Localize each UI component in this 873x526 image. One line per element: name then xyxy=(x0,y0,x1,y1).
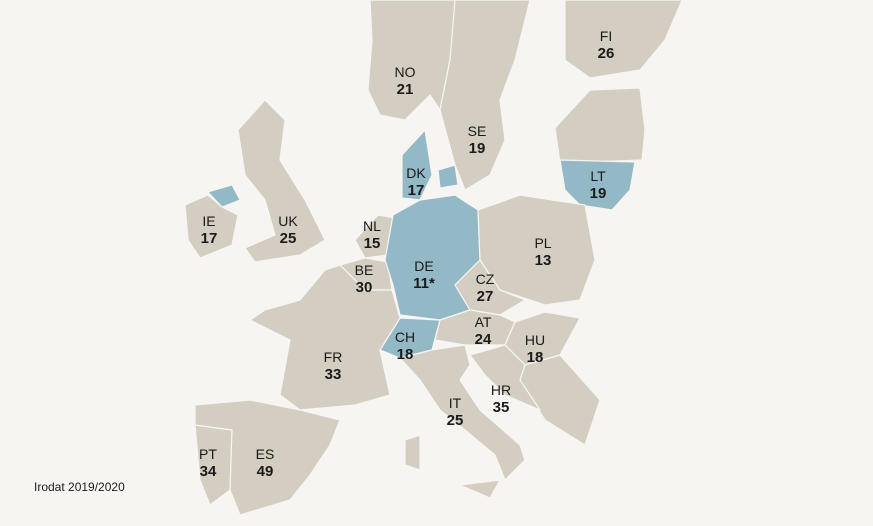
country-value: 27 xyxy=(477,288,494,305)
country-code: HU xyxy=(525,332,545,348)
country-shape xyxy=(249,264,401,411)
country-value: 17 xyxy=(408,182,425,199)
country-shape xyxy=(439,0,531,191)
country-value: 26 xyxy=(598,45,615,62)
country-value: 15 xyxy=(364,235,381,252)
country-code: LT xyxy=(590,168,606,184)
country-code: PL xyxy=(534,235,551,251)
country-value: 17 xyxy=(201,230,218,247)
country-value: 13 xyxy=(535,252,552,269)
country-value: 25 xyxy=(447,412,464,429)
country-shape xyxy=(477,194,596,306)
country-value: 34 xyxy=(200,463,217,480)
country-code: CZ xyxy=(476,271,495,287)
country-code: IE xyxy=(202,213,215,229)
country-shape xyxy=(399,344,526,481)
land xyxy=(554,87,646,164)
country-value: 30 xyxy=(356,279,373,296)
country-code: DK xyxy=(406,165,426,181)
land xyxy=(459,479,501,499)
country-value: 18 xyxy=(527,349,544,366)
labels: NO21SE19FI26DK17LT19IE17UK25NL15BE30DE11… xyxy=(199,28,614,480)
country-code: DE xyxy=(414,258,433,274)
country-value: 11* xyxy=(413,275,435,292)
country-value: 49 xyxy=(257,463,274,480)
country-value: 21 xyxy=(397,81,414,98)
country-value: 33 xyxy=(325,366,342,383)
country-value: 19 xyxy=(469,140,486,157)
source: Irodat 2019/2020 xyxy=(34,480,125,494)
country-shape xyxy=(401,129,459,201)
country-shape xyxy=(564,0,683,79)
country-code: IT xyxy=(449,395,462,411)
country-code: ES xyxy=(256,446,275,462)
country-code: NL xyxy=(363,218,381,234)
country-code: HR xyxy=(491,382,511,398)
country-code: PT xyxy=(199,446,217,462)
country-code: BE xyxy=(355,262,374,278)
country-shape xyxy=(194,399,341,516)
land-highlight xyxy=(207,184,241,208)
country-code: UK xyxy=(278,213,298,229)
country-shape xyxy=(559,159,636,211)
country-code: SE xyxy=(468,123,487,139)
country-code: FR xyxy=(324,349,343,365)
country-value: 24 xyxy=(475,331,492,348)
country-code: AT xyxy=(475,314,492,330)
country-code: FI xyxy=(600,28,612,44)
country-value: 19 xyxy=(590,185,607,202)
country-code: NO xyxy=(395,64,416,80)
country-value: 25 xyxy=(280,230,297,247)
country-shape xyxy=(237,99,326,263)
country-shape xyxy=(469,344,541,411)
country-value: 35 xyxy=(493,399,510,416)
country-value: 18 xyxy=(397,346,414,363)
country-code: CH xyxy=(395,329,415,345)
land xyxy=(404,434,421,471)
country-shape xyxy=(184,194,239,259)
